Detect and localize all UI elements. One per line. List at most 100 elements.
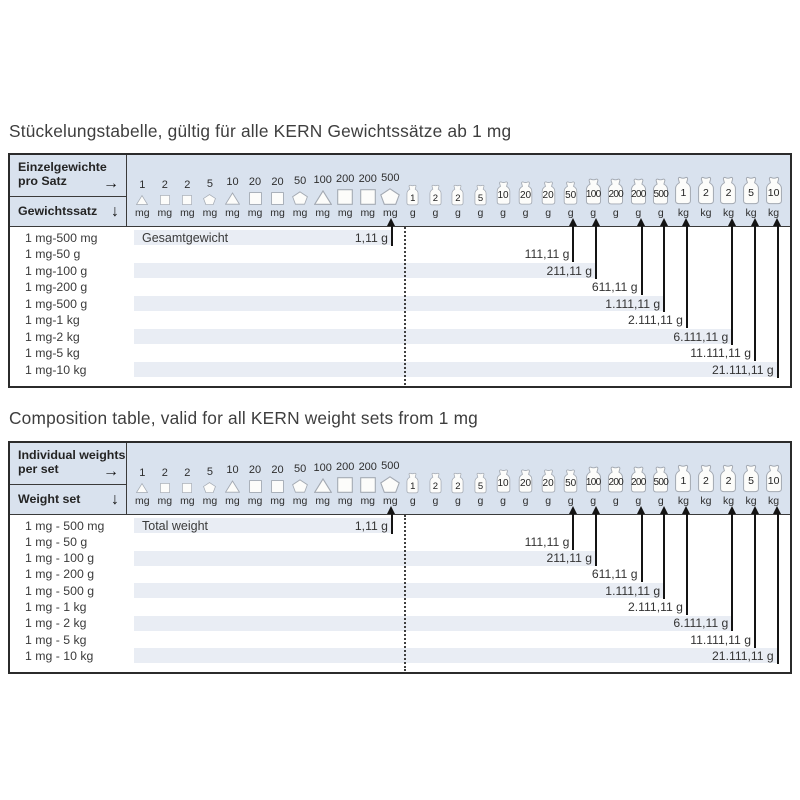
column-unit: g xyxy=(657,495,664,507)
header-column: 200 g xyxy=(604,465,627,514)
weight-nominal: 10 xyxy=(767,475,780,488)
sum-arrow-head xyxy=(659,506,668,514)
weight-set-cell: Gewichtssatz ↓ xyxy=(10,197,126,226)
column-nominal: 2 xyxy=(161,467,168,479)
header-column: 200 mg xyxy=(356,461,379,514)
header-column: 200 mg xyxy=(356,173,379,226)
column-unit: mg xyxy=(180,495,195,507)
weight-set-row-label: 1 mg-100 g xyxy=(25,263,88,278)
sum-arrow-head xyxy=(750,506,759,514)
header-column: 5 kg xyxy=(740,175,763,226)
header-column: 50 g xyxy=(559,468,582,514)
total-weight-value: 2.111,11 g xyxy=(628,313,683,327)
header-column: 1 mg xyxy=(131,179,154,226)
weight-nominal: 2 xyxy=(432,192,439,204)
weight-nominal: 10 xyxy=(497,478,509,490)
total-weight-value: 1.111,11 g xyxy=(605,296,661,311)
column-header-row: Individual weights per set → Weight set ↓ 1 mg… xyxy=(10,443,790,515)
sum-arrow-head xyxy=(659,218,668,226)
weight-set-row-label: 1 mg - 100 g xyxy=(25,551,95,566)
header-column: 20 mg xyxy=(266,464,289,514)
weight-set-row-label: 1 mg - 200 g xyxy=(25,567,95,582)
column-unit: g xyxy=(567,207,574,219)
sum-arrow-head xyxy=(568,218,577,226)
weight-icon: 5 xyxy=(473,472,488,494)
column-unit: kg xyxy=(745,207,757,219)
row-stripe xyxy=(134,648,778,664)
header-column: 2 mg xyxy=(154,179,177,226)
weight-set-label: Gewichtssatz xyxy=(18,203,98,218)
german-composition-table: Einzelgewichte pro Satz → Gewichtssatz ↓ 1 mg 2… xyxy=(8,153,792,388)
sum-arrow-line xyxy=(776,513,779,664)
pentagon-icon xyxy=(203,194,217,205)
sum-arrow-line xyxy=(595,513,598,567)
row-stripe xyxy=(134,296,665,311)
weight-set-cell: Weight set ↓ xyxy=(10,485,126,514)
row-stripe xyxy=(134,362,778,377)
header-column: 2 kg xyxy=(695,463,718,514)
column-nominal: 200 xyxy=(358,461,377,473)
weight-nominal: 2 xyxy=(725,187,732,200)
total-weight-value: 211,11 g xyxy=(546,263,593,278)
weight-icon: 2 xyxy=(450,472,465,494)
german-table-title: Stückelungstabelle, gültig für alle KERN… xyxy=(9,121,512,141)
header-column: 1 mg xyxy=(131,467,154,514)
row-stripe xyxy=(134,230,392,245)
individual-weights-label-line1: Einzelgewichte xyxy=(18,160,107,174)
header-column: 50 mg xyxy=(289,175,312,226)
sum-arrow-head xyxy=(727,218,736,226)
pentagon-icon xyxy=(380,476,401,493)
weight-icon: 10 xyxy=(764,175,784,206)
weight-set-row-label: 1 mg - 1 kg xyxy=(25,600,87,614)
individual-weights-label-line1: Individual weights xyxy=(18,448,126,462)
header-column: 500 g xyxy=(650,465,673,514)
sum-arrow-line xyxy=(754,513,756,648)
column-unit: mg xyxy=(202,495,218,507)
header-column: 500 mg xyxy=(379,460,402,514)
sum-arrow-head xyxy=(568,506,577,514)
column-unit: g xyxy=(477,207,484,219)
sum-arrow-head xyxy=(591,506,600,514)
square-icon xyxy=(359,477,376,493)
pentagon-icon xyxy=(380,188,401,205)
total-weight-value: 21.111,11 g xyxy=(712,362,774,377)
header-column: 20 mg xyxy=(244,176,267,226)
header-column: 2 kg xyxy=(717,175,740,226)
column-nominal: 100 xyxy=(313,174,332,186)
square-icon xyxy=(182,195,193,205)
weight-icon: 10 xyxy=(764,463,784,494)
total-weight-label: Total weight xyxy=(142,518,209,533)
sum-arrow-line xyxy=(754,225,756,361)
header-column: 2 mg xyxy=(176,179,199,226)
arrow-right-icon: → xyxy=(103,463,119,480)
column-unit: g xyxy=(409,495,416,507)
sum-arrow-head xyxy=(387,218,396,226)
column-unit: mg xyxy=(360,207,376,219)
column-nominal: 20 xyxy=(271,464,284,476)
triangle-icon xyxy=(136,483,149,493)
weight-icon: 5 xyxy=(473,184,488,206)
english-composition-table: Individual weights per set → Weight set ↓ 1 mg… xyxy=(8,441,792,674)
column-nominal: 20 xyxy=(248,176,262,188)
column-nominal: 20 xyxy=(271,176,284,188)
total-weight-value: 111,11 g xyxy=(524,534,570,549)
weight-icon: 5 xyxy=(741,463,761,494)
sum-arrow-head xyxy=(682,506,691,514)
total-weight-value: 611,11 g xyxy=(591,280,638,294)
weight-set-row-label: 1 mg - 2 kg xyxy=(25,616,87,631)
mg-g-separator-line xyxy=(404,515,407,671)
english-table-title: Composition table, valid for all KERN we… xyxy=(9,408,478,428)
triangle-icon xyxy=(224,480,240,493)
weight-nominal: 1 xyxy=(410,480,416,492)
header-column: 100 g xyxy=(582,465,605,514)
weight-set-row-label: 1 mg-500 g xyxy=(25,296,88,311)
table-body: 1 mg - 500 mg Total weight 1,11 g 1 mg - 50… xyxy=(10,515,790,672)
weight-icon: 500 xyxy=(651,465,670,494)
weight-nominal: 200 xyxy=(608,188,624,200)
column-nominal: 20 xyxy=(248,464,262,476)
header-column: 20 mg xyxy=(244,464,267,514)
header-column: 200 mg xyxy=(334,173,357,226)
square-icon xyxy=(271,480,284,493)
